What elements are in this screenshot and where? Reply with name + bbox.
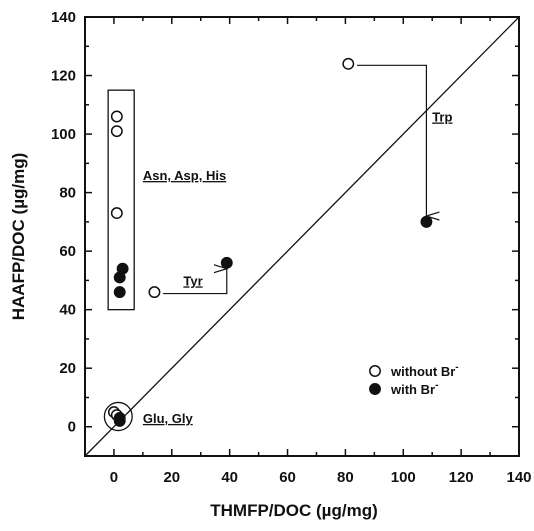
group-box <box>107 89 135 311</box>
y-axis-title: HAAFP/DOC (µg/mg) <box>9 153 28 321</box>
y-tick-label: 100 <box>51 126 76 143</box>
group-circle <box>103 401 133 432</box>
point-with-br <box>420 215 433 228</box>
y-tick-label: 140 <box>51 9 76 26</box>
annotation-label: Glu, Gly <box>143 411 194 426</box>
x-tick-label: 100 <box>391 469 416 486</box>
overlays <box>84 16 520 457</box>
data-points <box>107 57 433 427</box>
x-tick-label: 140 <box>506 469 531 486</box>
legend-superscript: - <box>435 380 438 391</box>
legend-marker <box>369 383 381 395</box>
annotation-label: Trp <box>432 110 452 125</box>
point-without-br <box>110 207 123 220</box>
annotation-label: Tyr <box>183 273 202 288</box>
y-tick-label: 40 <box>59 302 76 319</box>
point-without-br <box>148 286 161 299</box>
y-tick-label: 80 <box>59 185 76 202</box>
shift-arrow <box>163 269 227 295</box>
point-with-br <box>220 256 233 269</box>
one-to-one-line <box>84 16 520 457</box>
plot-border <box>84 16 520 457</box>
x-tick-label: 20 <box>163 469 180 486</box>
point-without-br <box>342 57 355 70</box>
y-tick-label: 20 <box>59 360 76 377</box>
point-with-br <box>113 414 126 427</box>
x-tick-label: 0 <box>110 469 118 486</box>
annotation-label: Asn, Asp, His <box>143 168 226 183</box>
legend-superscript: - <box>455 362 458 373</box>
point-with-br <box>113 271 126 284</box>
y-tick-label: 120 <box>51 68 76 85</box>
x-tick-label: 60 <box>279 469 296 486</box>
y-tick-label: 0 <box>68 419 76 436</box>
x-tick-label: 120 <box>449 469 474 486</box>
chart-text: 0 20 40 60 80 100 120 140 0 20 40 60 80 100 120 140 THMF… <box>9 9 532 520</box>
legend-label: with Br- <box>390 380 438 397</box>
y-tick-label: 60 <box>59 243 76 260</box>
legend-label: without Br- <box>390 362 459 379</box>
x-tick-label: 40 <box>221 469 238 486</box>
point-without-br <box>110 110 123 123</box>
point-with-br <box>113 286 126 299</box>
x-axis-title: THMFP/DOC (µg/mg) <box>210 501 378 520</box>
legend-marker <box>369 365 381 377</box>
shift-arrow <box>356 64 426 216</box>
point-without-br <box>110 125 123 138</box>
x-tick-label: 80 <box>337 469 354 486</box>
plot-frame <box>84 16 520 457</box>
